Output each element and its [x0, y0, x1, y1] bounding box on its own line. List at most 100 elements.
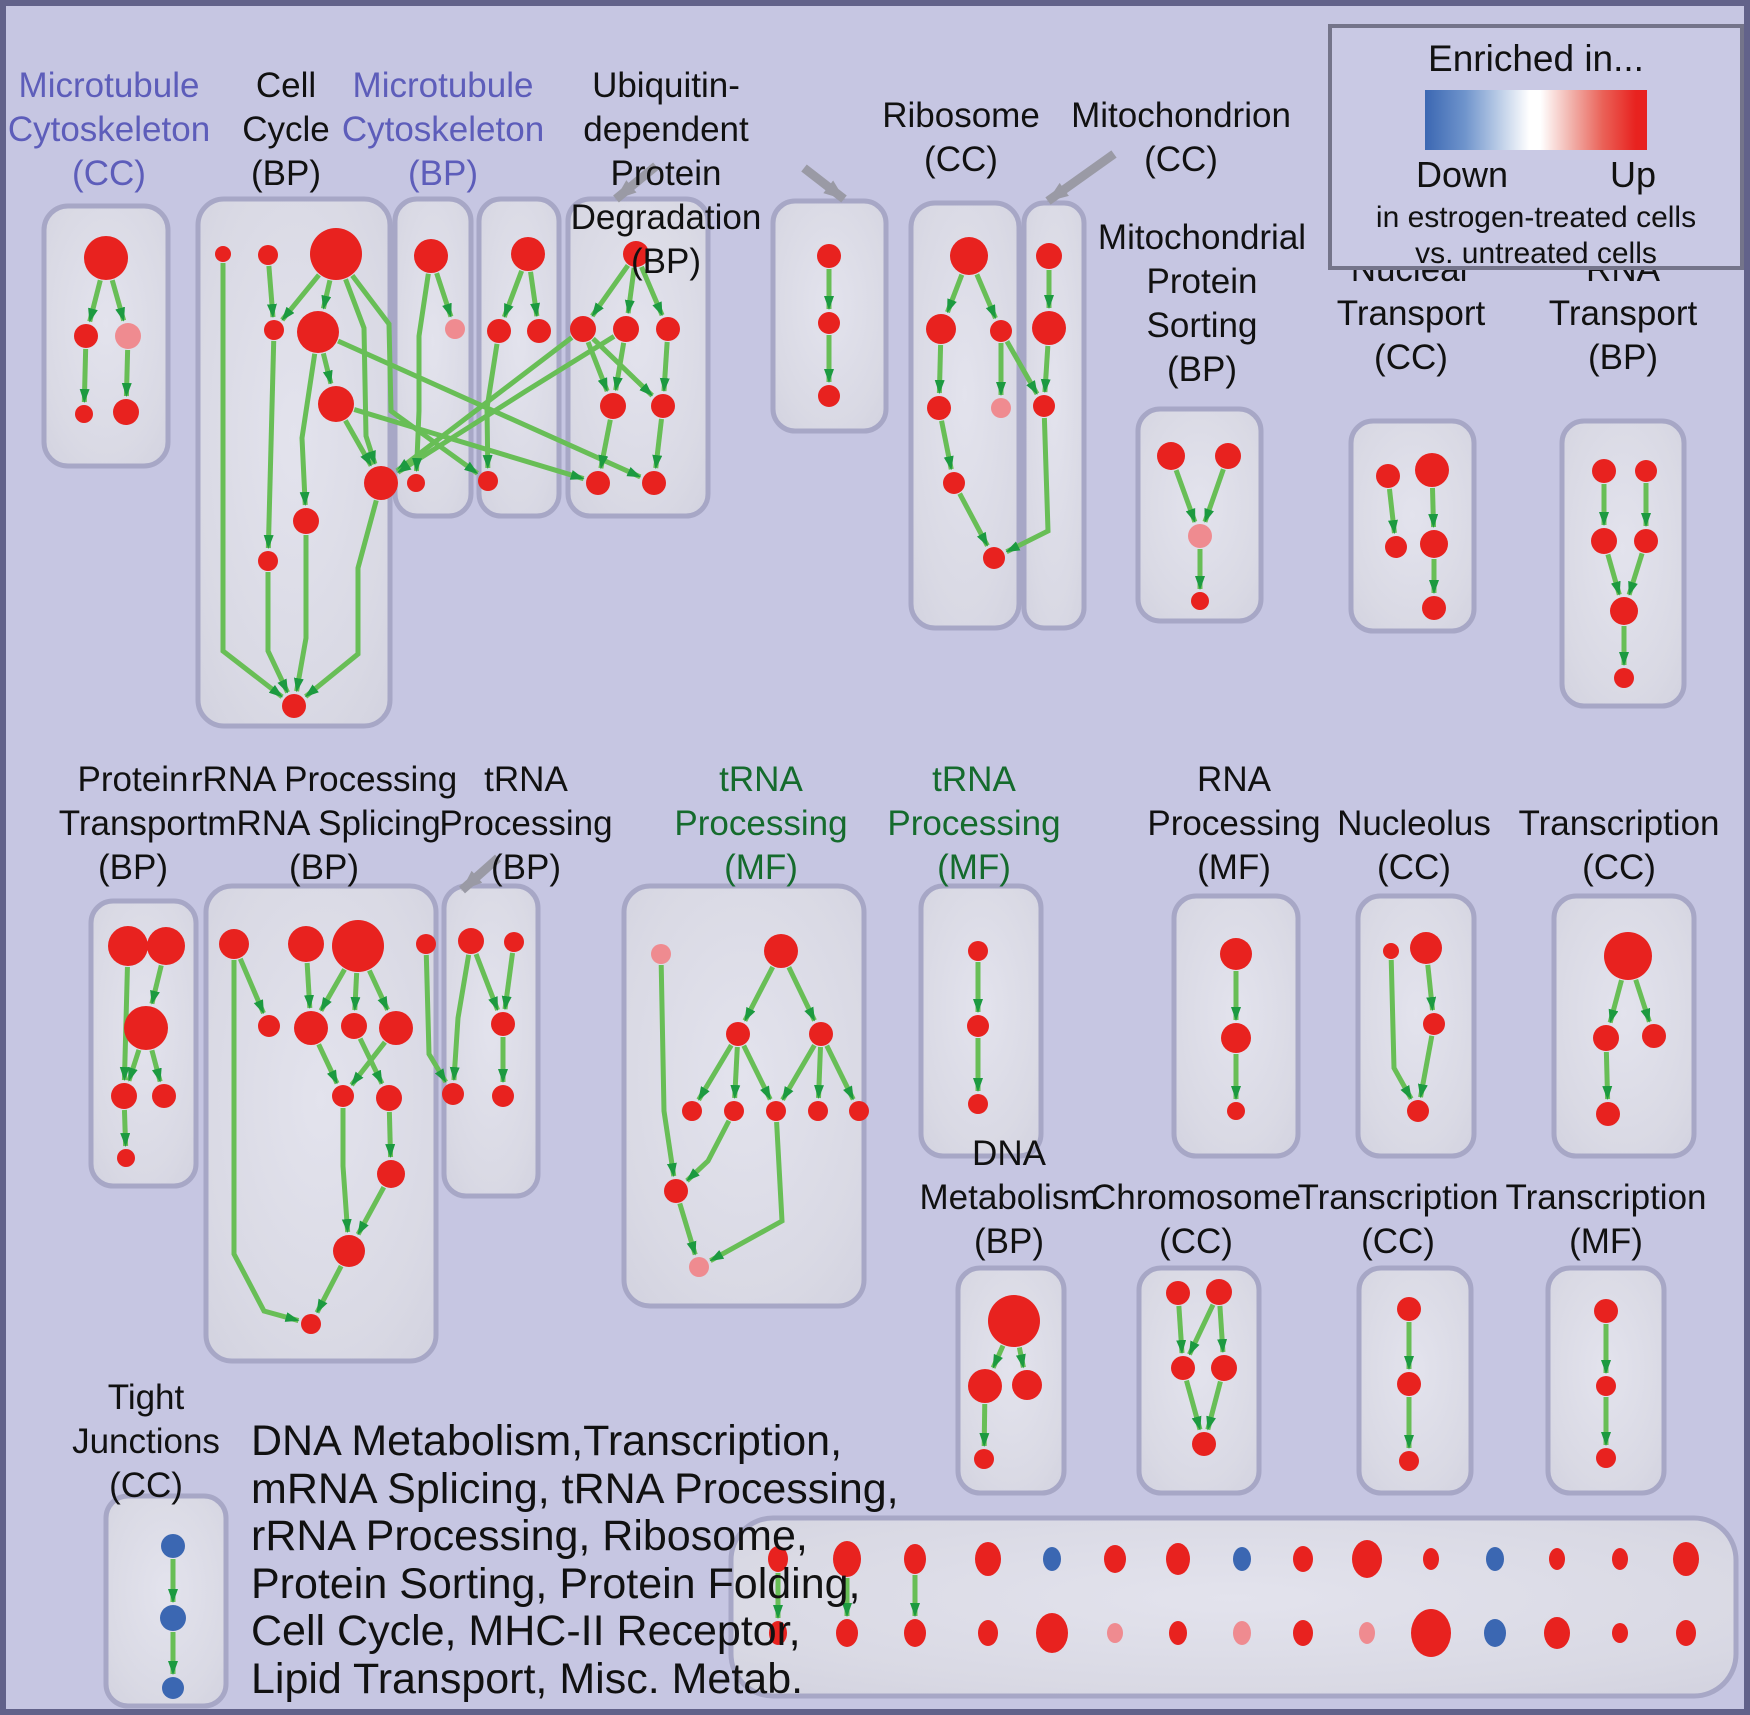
edge-arrow-102 [1602, 1051, 1613, 1101]
gene-node-16 [445, 319, 465, 339]
edge-arrow-2 [79, 348, 90, 404]
gene-node-75 [333, 1235, 365, 1267]
cluster-box-20 [1136, 1265, 1262, 1496]
label-pointer-arrow-0 [613, 162, 659, 203]
edge-arrow-76 [314, 1264, 344, 1314]
edge-arrow-87 [814, 1046, 825, 1100]
gene-node-129 [1043, 1547, 1061, 1571]
edge-arrow-66 [318, 968, 347, 1012]
gene-node-119 [1594, 1299, 1618, 1323]
gene-node-32 [818, 385, 840, 407]
label-pointer-arrow-1 [801, 164, 847, 203]
gene-node-125 [768, 1546, 788, 1572]
edge-arrow-68 [367, 969, 390, 1011]
edge-arrow-4 [220, 263, 284, 699]
gene-node-101 [1423, 1013, 1445, 1035]
gene-node-89 [808, 1101, 828, 1121]
gene-node-124 [162, 1677, 184, 1699]
gene-node-80 [442, 1083, 464, 1105]
gene-node-107 [988, 1295, 1040, 1347]
edge-arrow-59 [149, 964, 164, 1005]
gene-node-50 [1420, 530, 1448, 558]
gene-node-66 [332, 920, 384, 972]
edge-arrow-11 [320, 352, 334, 385]
gene-node-31 [818, 312, 840, 334]
edge-arrow-100 [1607, 979, 1624, 1024]
edge-arrow-98 [1388, 959, 1414, 1100]
gene-node-115 [1192, 1432, 1216, 1456]
gene-node-94 [967, 1015, 989, 1037]
edge-arrow-0 [87, 279, 103, 323]
gene-node-96 [1220, 938, 1252, 970]
gene-node-111 [1166, 1281, 1190, 1305]
cluster-box-8 [1135, 406, 1264, 624]
gene-node-138 [1612, 1548, 1628, 1570]
gene-node-143 [978, 1620, 998, 1646]
gene-node-87 [724, 1101, 744, 1121]
legend-up-label: Up [1609, 154, 1656, 195]
gene-node-56 [1610, 597, 1638, 625]
gene-node-38 [943, 472, 965, 494]
cluster-label-15: Nucleolus (CC) [1337, 804, 1491, 887]
edge-arrow-74 [355, 1185, 387, 1236]
gene-node-136 [1486, 1547, 1504, 1571]
gene-node-149 [1359, 1622, 1375, 1644]
edge-arrow-105 [979, 1403, 990, 1448]
gene-node-41 [1032, 311, 1066, 345]
edge-arrow-101 [1633, 979, 1652, 1023]
gene-node-35 [990, 320, 1012, 342]
gene-node-105 [1642, 1024, 1666, 1048]
gene-node-36 [927, 396, 951, 420]
gene-node-148 [1293, 1620, 1313, 1646]
gene-node-55 [1634, 529, 1658, 553]
gene-node-81 [492, 1085, 514, 1107]
cluster-label-16: Transcription (CC) [1518, 804, 1720, 887]
cluster-label-5: Mitochondrion (CC) [1071, 96, 1291, 179]
cluster-label-0: Microtubule Cytoskeleton (CC) [7, 66, 211, 193]
edge-arrow-24 [528, 271, 540, 318]
edge-arrow-70 [316, 1043, 340, 1085]
edge-arrow-42 [939, 420, 954, 471]
gene-node-49 [1385, 536, 1407, 558]
edge-arrow-19 [293, 535, 309, 693]
edge-arrow-64 [231, 960, 300, 1323]
cluster-label-10: rRNA Processing mRNA Splicing (BP) [190, 760, 458, 887]
gene-node-34 [926, 314, 956, 344]
cluster-box-23 [103, 1493, 229, 1709]
gene-node-7 [310, 228, 362, 280]
gene-node-102 [1407, 1100, 1429, 1122]
gene-node-3 [75, 405, 93, 423]
gene-node-120 [1596, 1376, 1616, 1396]
gene-node-43 [1157, 442, 1185, 470]
gene-node-99 [1383, 943, 1399, 959]
cluster-label-12: tRNA Processing (MF) [674, 760, 848, 887]
edge-arrow-60 [126, 1049, 142, 1082]
edge-arrow-43 [957, 492, 990, 547]
gene-node-74 [377, 1160, 405, 1188]
gene-node-26 [600, 393, 626, 419]
edge-arrow-69 [423, 954, 448, 1084]
gene-node-132 [1233, 1547, 1251, 1571]
edge-arrow-103 [990, 1344, 1006, 1369]
edge-arrow-5 [266, 265, 277, 319]
edge-arrow-28 [639, 265, 665, 317]
gene-node-91 [664, 1179, 688, 1203]
edge-arrow-6 [280, 273, 321, 322]
edge-arrow-51 [1428, 487, 1439, 529]
gene-node-104 [1593, 1025, 1619, 1051]
gene-node-153 [1612, 1623, 1628, 1643]
edge-arrow-22 [412, 273, 431, 473]
gene-node-146 [1169, 1621, 1187, 1645]
gene-node-61 [111, 1083, 137, 1109]
edge-arrow-91 [677, 1202, 698, 1256]
gene-node-151 [1484, 1619, 1506, 1647]
gene-node-142 [904, 1619, 926, 1647]
legend-down-label: Down [1416, 154, 1509, 195]
edge-arrow-81 [742, 965, 775, 1022]
gene-node-14 [282, 694, 306, 718]
gene-node-39 [983, 547, 1005, 569]
edge-arrow-78 [501, 952, 516, 1011]
gene-node-57 [1614, 668, 1634, 688]
edge-arrow-41 [1004, 340, 1040, 396]
